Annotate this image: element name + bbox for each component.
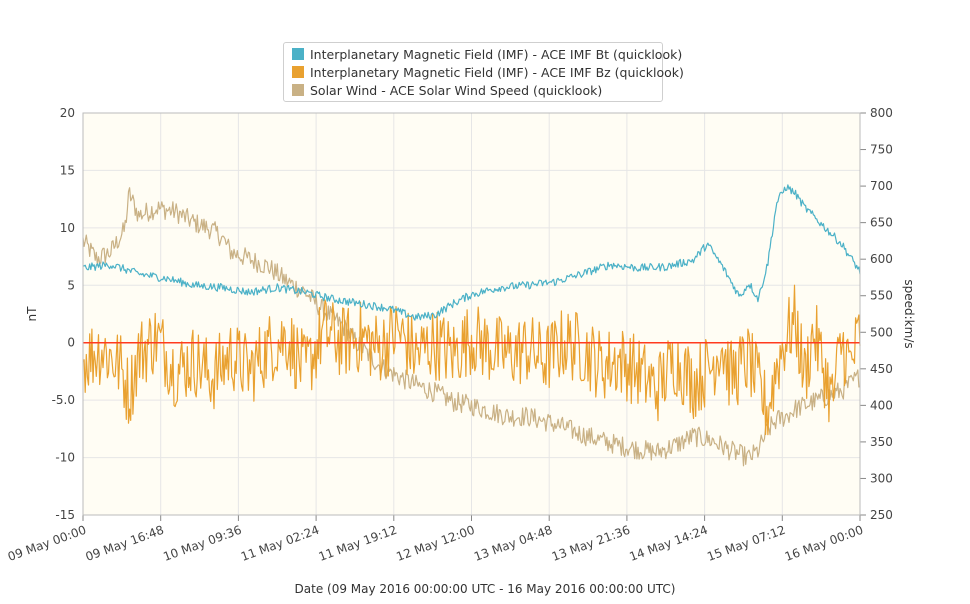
y-left-tick-label: -15 — [55, 508, 75, 522]
legend-item-imf-bz[interactable]: Interplanetary Magnetic Field (IMF) - AC… — [292, 64, 684, 80]
y-right-tick-label: 750 — [870, 143, 893, 157]
y-left-tick-label: 15 — [60, 163, 75, 177]
legend-label-solar-wind: Solar Wind - ACE Solar Wind Speed (quick… — [310, 82, 603, 98]
x-tick-label: 13 May 21:36 — [550, 523, 632, 564]
series-layer — [82, 184, 861, 467]
x-tick-label: 16 May 00:00 — [783, 523, 865, 564]
y-left-tick-label: 20 — [60, 106, 75, 120]
legend-swatch-imf-bt — [292, 48, 304, 60]
y-left-tick-label: 5 — [67, 278, 75, 292]
x-tick-label: 15 May 07:12 — [705, 523, 787, 564]
y-right-tick-label: 400 — [870, 398, 893, 412]
x-tick-label: 11 May 02:24 — [239, 523, 321, 564]
legend-item-solar-wind[interactable]: Solar Wind - ACE Solar Wind Speed (quick… — [292, 82, 602, 98]
series-line-2 — [82, 187, 861, 467]
x-tick-label: 09 May 16:48 — [84, 523, 166, 564]
legend-label-imf-bt: Interplanetary Magnetic Field (IMF) - AC… — [310, 46, 683, 62]
y-right-tick-label: 550 — [870, 289, 893, 303]
y-left-tick-label: -10 — [55, 451, 75, 465]
legend-item-imf-bt[interactable]: Interplanetary Magnetic Field (IMF) - AC… — [292, 46, 682, 62]
y-left-tick-label: 10 — [60, 221, 75, 235]
x-tick-label: 10 May 09:36 — [161, 523, 243, 564]
legend: Interplanetary Magnetic Field (IMF) - AC… — [283, 42, 684, 102]
y-right-tick-label: 350 — [870, 435, 893, 449]
legend-label-imf-bz: Interplanetary Magnetic Field (IMF) - AC… — [310, 64, 684, 80]
series-line-0 — [82, 184, 861, 321]
y-right-axis-label: speed:km/s — [902, 279, 916, 348]
x-tick-label: 11 May 19:12 — [317, 523, 399, 564]
y-left-tick-label: -5.0 — [52, 393, 75, 407]
x-tick-label: 09 May 00:00 — [6, 523, 88, 564]
x-axis-label: Date (09 May 2016 00:00:00 UTC - 16 May … — [294, 582, 676, 596]
y-right-tick-label: 700 — [870, 179, 893, 193]
plot-frame — [82, 112, 861, 516]
y-right-tick-label: 800 — [870, 106, 893, 120]
y-right-tick-label: 500 — [870, 325, 893, 339]
y-right-tick-label: 600 — [870, 252, 893, 266]
x-tick-label: 14 May 14:24 — [628, 523, 710, 564]
y-right-tick-label: 450 — [870, 362, 893, 376]
x-tick-label: 12 May 12:00 — [394, 523, 476, 564]
y-right-tick-label: 300 — [870, 471, 893, 485]
series-line-1 — [82, 284, 861, 436]
y-right-tick-label: 250 — [870, 508, 893, 522]
y-left-axis-label: nT — [25, 306, 39, 322]
x-tick-label: 13 May 04:48 — [472, 523, 554, 564]
y-left-tick-label: 0 — [67, 336, 75, 350]
legend-swatch-imf-bz — [292, 66, 304, 78]
y-right-tick-label: 650 — [870, 216, 893, 230]
legend-swatch-solar-wind — [292, 84, 304, 96]
